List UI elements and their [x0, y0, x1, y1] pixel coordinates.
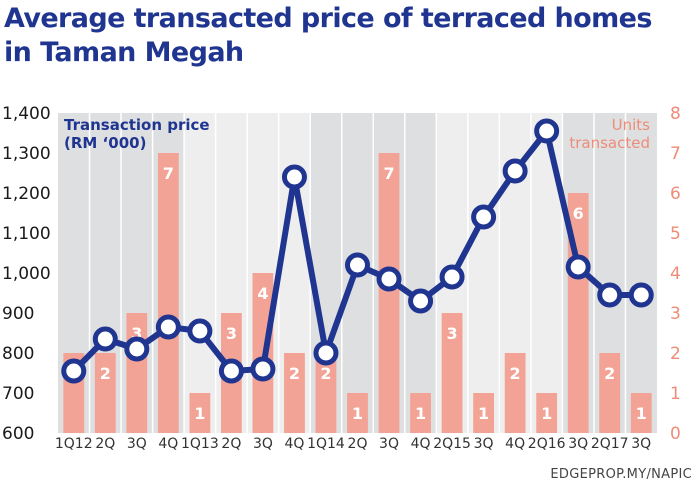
y-left-tick-label: 1,200	[2, 184, 51, 204]
price-point	[313, 340, 339, 366]
x-tick-label: 4Q	[284, 436, 304, 452]
price-point	[281, 164, 307, 190]
bar-value-label: 4	[257, 284, 268, 303]
price-point	[628, 282, 654, 308]
price-point	[376, 266, 402, 292]
bar-value-label: 2	[289, 364, 300, 383]
price-point	[218, 358, 244, 384]
x-tick-label: 2Q	[95, 436, 115, 452]
bar	[536, 393, 558, 433]
y-right-tick-label: 4	[670, 264, 681, 284]
price-point	[534, 118, 560, 144]
price-point	[439, 264, 465, 290]
bar-value-label: 1	[415, 404, 426, 423]
bar-value-label: 3	[226, 324, 237, 343]
bar	[284, 353, 305, 433]
x-tick-label: 4Q	[158, 436, 178, 452]
x-tick-label: 2Q16	[528, 436, 566, 452]
y-left-tick-label: 900	[2, 304, 34, 324]
legend-price-label: Transaction price	[64, 116, 210, 134]
bar-value-label: 1	[352, 404, 363, 423]
x-tick-label: 2Q	[348, 436, 368, 452]
bar-value-label: 7	[163, 164, 174, 183]
y-left-tick-label: 1,400	[2, 104, 51, 124]
price-point	[565, 254, 591, 280]
price-point	[345, 252, 370, 278]
price-point	[408, 288, 434, 314]
bar-value-label: 3	[447, 324, 458, 343]
y-right-tick-label: 3	[670, 304, 681, 324]
price-point	[124, 336, 150, 362]
price-point	[155, 314, 181, 340]
x-tick-label: 4Q	[505, 436, 525, 452]
bar	[189, 393, 211, 433]
bar-value-label: 1	[541, 404, 552, 423]
x-tick-label: 2Q	[221, 436, 241, 452]
bar	[347, 393, 368, 433]
y-left-tick-label: 1,300	[2, 144, 51, 164]
bar	[157, 153, 179, 433]
y-right-tick-label: 8	[670, 104, 681, 124]
x-tick-label: 1Q12	[55, 436, 93, 452]
title-line-1: Average transacted price of terraced hom…	[4, 3, 652, 34]
bar	[599, 353, 621, 433]
bar	[410, 393, 431, 433]
source-credit: EDGEPROP.MY/NAPIC	[550, 467, 692, 482]
title-line-2: in Taman Megah	[4, 37, 244, 68]
bar	[630, 393, 652, 433]
bar-value-label: 2	[100, 364, 111, 383]
x-tick-label: 3Q	[631, 436, 651, 452]
bar-value-label: 2	[510, 364, 521, 383]
x-tick-label: 2Q17	[591, 436, 629, 452]
bar-value-label: 3	[131, 324, 142, 343]
bar-value-label: 2	[320, 364, 331, 383]
y-right-tick-label: 7	[670, 144, 681, 164]
price-point	[250, 356, 276, 382]
bar-value-label: 1	[636, 404, 647, 423]
bar-value-label: 2	[604, 364, 615, 383]
price-point	[187, 318, 213, 344]
price-point	[92, 326, 118, 352]
bar-value-label: 7	[383, 164, 394, 183]
x-tick-label: 1Q14	[307, 436, 345, 452]
x-tick-label: 3Q	[127, 436, 147, 452]
bar	[315, 353, 337, 433]
y-left-tick-label: 1,100	[2, 224, 51, 244]
x-tick-label: 3Q	[253, 436, 273, 452]
x-tick-label: 2Q15	[433, 436, 471, 452]
y-right-tick-label: 0	[670, 424, 681, 444]
bar	[378, 153, 400, 433]
bar	[504, 353, 526, 433]
price-point	[502, 158, 528, 184]
x-tick-label: 1Q13	[181, 436, 219, 452]
price-point	[61, 358, 87, 384]
legend-units-label: transacted	[569, 134, 650, 152]
bar	[94, 353, 116, 433]
x-tick-label: 4Q	[411, 436, 431, 452]
price-point	[471, 204, 497, 230]
bar-value-label: 1	[478, 404, 489, 423]
y-left-tick-label: 700	[2, 384, 34, 404]
x-tick-label: 3Q	[474, 436, 494, 452]
y-left-tick-label: 800	[2, 344, 34, 364]
price-point	[597, 282, 623, 308]
y-right-tick-label: 5	[670, 224, 681, 244]
x-tick-label: 3Q	[568, 436, 588, 452]
x-tick-label: 3Q	[379, 436, 399, 452]
chart-title: Average transacted price of terraced hom…	[4, 2, 694, 70]
bar	[441, 313, 463, 433]
y-right-tick-label: 2	[670, 344, 681, 364]
y-right-tick-label: 6	[670, 184, 681, 204]
bar	[473, 393, 495, 433]
bar-value-label: 1	[194, 404, 205, 423]
legend-price-label: (RM ‘000)	[64, 134, 146, 152]
bar-value-label: 6	[573, 204, 584, 223]
y-right-tick-label: 1	[670, 384, 681, 404]
y-left-tick-label: 1,000	[2, 264, 51, 284]
y-left-tick-label: 600	[2, 424, 34, 444]
legend-units-label: Units	[612, 116, 651, 134]
